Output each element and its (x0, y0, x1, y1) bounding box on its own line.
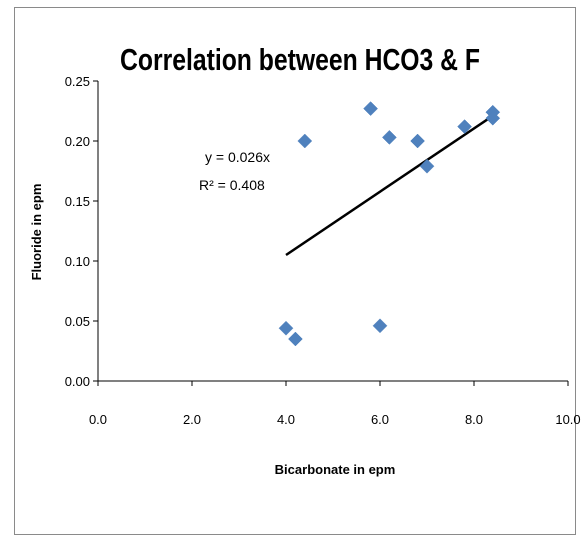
y-tick-label: 0.00 (65, 374, 90, 389)
trendline (285, 114, 494, 257)
x-axis-label: Bicarbonate in epm (275, 462, 396, 477)
y-tick-labels: 0.00 0.05 0.10 0.15 0.20 0.25 (65, 74, 98, 389)
x-tick-label: 0.0 (89, 412, 107, 427)
x-tick-label: 2.0 (183, 412, 201, 427)
data-point (419, 158, 435, 174)
data-point (278, 320, 294, 336)
y-tick-label: 0.20 (65, 134, 90, 149)
data-point (363, 101, 378, 116)
chart-frame (14, 7, 576, 535)
trendline-group (285, 114, 494, 257)
x-tick-label: 10.0 (555, 412, 580, 427)
data-point (457, 119, 472, 134)
y-tick-label: 0.10 (65, 254, 90, 269)
data-point (410, 133, 425, 149)
x-tick-label: 4.0 (277, 412, 295, 427)
trendline-equation: y = 0.026x (205, 149, 270, 165)
data-point (297, 133, 313, 149)
data-point (382, 130, 397, 145)
data-point (372, 318, 388, 334)
x-tick-labels: 0.0 2.0 4.0 6.0 8.0 10.0 (89, 381, 581, 427)
y-axis-label: Fluoride in epm (29, 184, 44, 281)
data-point (288, 331, 303, 347)
axes (97, 81, 568, 382)
y-tick-label: 0.15 (65, 194, 90, 209)
data-point (485, 110, 501, 126)
y-tick-label: 0.05 (65, 314, 90, 329)
x-tick-label: 8.0 (465, 412, 483, 427)
x-tick-label: 6.0 (371, 412, 389, 427)
trendline-r2: R² = 0.408 (199, 177, 265, 193)
y-tick-label: 0.25 (65, 74, 90, 89)
chart-title: Correlation between HCO3 & F (120, 42, 480, 77)
data-points (278, 101, 501, 347)
